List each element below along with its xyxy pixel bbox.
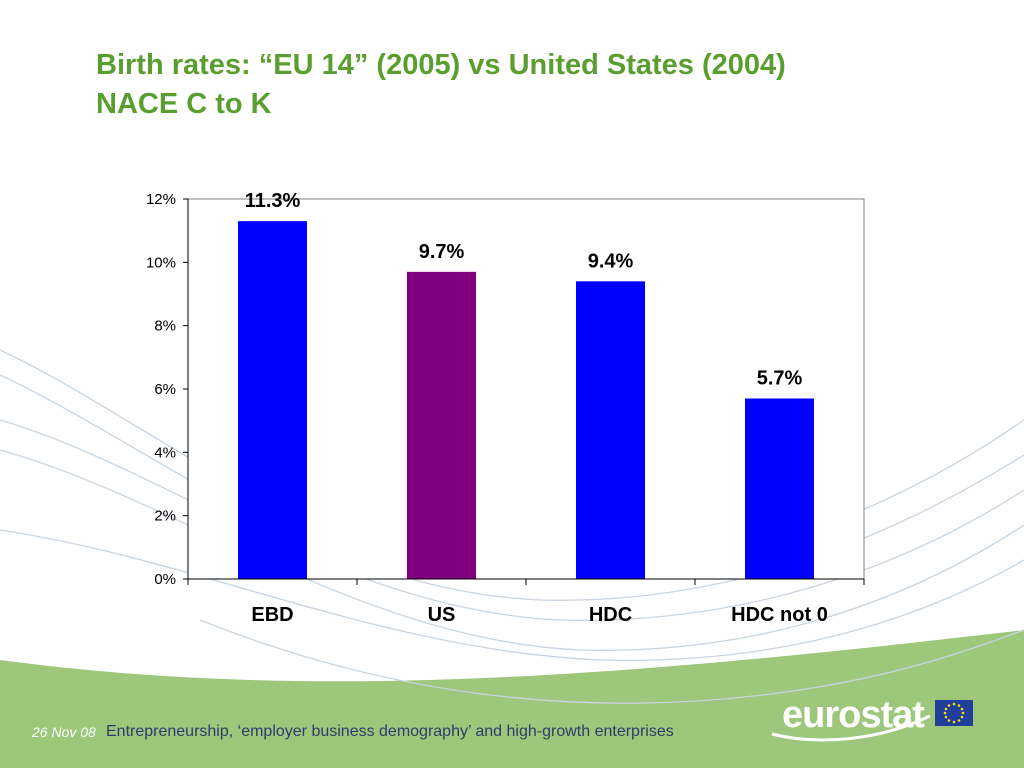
bar-1	[238, 221, 307, 579]
x-tick-label: EBD	[251, 604, 293, 626]
y-tick-label: 0%	[154, 571, 176, 588]
data-label: 9.7%	[419, 241, 465, 263]
y-tick-label: 12%	[146, 191, 176, 208]
page-title: Birth rates: “EU 14” (2005) vs United St…	[96, 46, 786, 124]
x-tick-label: HDC	[589, 604, 632, 626]
x-tick-label: US	[428, 604, 456, 626]
bar-3	[576, 281, 645, 579]
data-label: 5.7%	[757, 368, 803, 390]
footer-text: Entrepreneurship, ‘employer business dem…	[106, 723, 674, 740]
y-tick-label: 2%	[154, 508, 176, 525]
eurostat-logo	[771, 700, 973, 742]
x-tick-label: HDC not 0	[731, 604, 828, 626]
footer-date: 26 Nov 08	[32, 724, 96, 740]
bar-2	[407, 271, 476, 579]
y-tick-label: 8%	[154, 318, 176, 335]
logo-text: eurostat	[782, 694, 925, 736]
y-tick-label: 6%	[154, 381, 176, 398]
y-tick-label: 4%	[154, 444, 176, 461]
data-label: 9.4%	[588, 250, 634, 272]
y-tick-label: 10%	[146, 254, 176, 271]
eu-flag-icon	[935, 700, 973, 726]
title-line-1: Birth rates: “EU 14” (2005) vs United St…	[96, 49, 786, 81]
title-line-2: NACE C to K	[96, 88, 272, 120]
data-label: 11.3%	[245, 190, 301, 212]
bar-4	[745, 398, 814, 579]
